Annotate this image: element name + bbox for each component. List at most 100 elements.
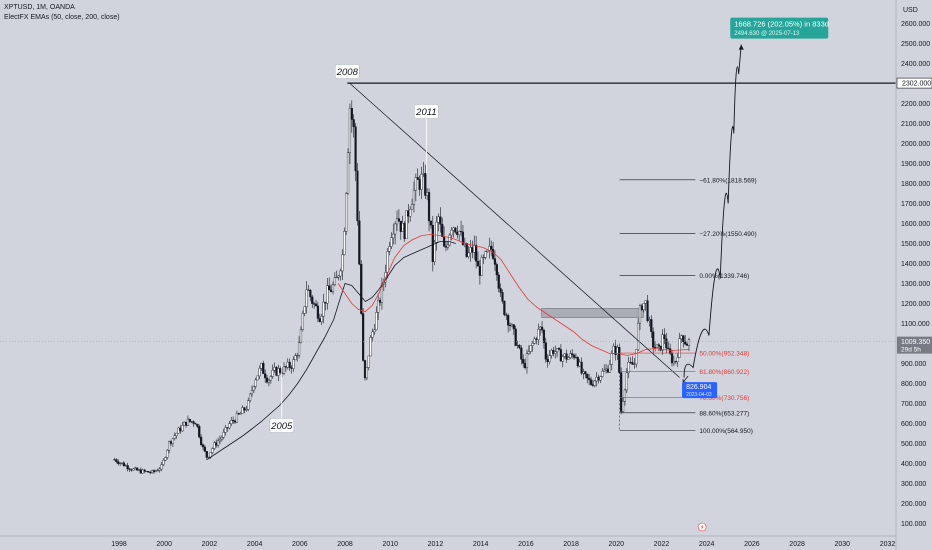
candle-body bbox=[508, 325, 512, 327]
candle-body bbox=[345, 193, 348, 232]
callout-2011-box bbox=[414, 104, 439, 119]
candle-body bbox=[184, 421, 188, 426]
callout-2011-text: 2011 bbox=[415, 107, 436, 118]
candle-body bbox=[427, 192, 431, 222]
callout-2005-box bbox=[269, 418, 294, 433]
candle-body bbox=[610, 353, 613, 365]
candle-body bbox=[380, 283, 384, 303]
indicator-legend[interactable]: ElectFX EMAs (50, close, 200, close) bbox=[4, 14, 120, 21]
candle-body bbox=[277, 368, 280, 376]
candle-body bbox=[646, 300, 649, 322]
candle-body bbox=[604, 368, 608, 371]
candle-body bbox=[245, 409, 248, 411]
candle-body bbox=[627, 362, 630, 374]
candle-body bbox=[542, 329, 546, 343]
candle-body bbox=[665, 338, 668, 349]
candle-body bbox=[301, 313, 304, 330]
candle-body bbox=[578, 361, 581, 367]
candle-body bbox=[676, 357, 679, 362]
candle-body bbox=[505, 314, 508, 316]
candle-body bbox=[222, 432, 225, 438]
candle-body bbox=[362, 313, 365, 361]
candle-body bbox=[166, 450, 169, 458]
fib-level-label: 88.60%(653.277) bbox=[699, 410, 749, 417]
x-tick-label: 2012 bbox=[428, 541, 444, 548]
candle-body bbox=[580, 361, 583, 374]
ema50-line bbox=[337, 234, 689, 356]
candle-body bbox=[183, 421, 186, 426]
candle-body bbox=[429, 220, 433, 226]
candle-body bbox=[482, 257, 485, 259]
candle-body bbox=[179, 427, 182, 432]
candle-body bbox=[635, 349, 638, 365]
candle-body bbox=[437, 216, 440, 223]
candle-body bbox=[132, 468, 135, 471]
candle-body bbox=[476, 261, 480, 267]
candle-body bbox=[518, 345, 521, 349]
candle-body bbox=[154, 470, 158, 472]
candle-body bbox=[117, 461, 120, 464]
candle-body bbox=[203, 446, 206, 452]
candle-body bbox=[303, 306, 306, 314]
candle-body bbox=[139, 469, 142, 474]
candle-body bbox=[113, 459, 116, 461]
level-badge-2302 bbox=[896, 77, 932, 89]
candle-body bbox=[375, 312, 378, 331]
y-tick-label: 2400.000 bbox=[901, 61, 930, 68]
candle-body bbox=[409, 209, 412, 217]
candle-body bbox=[326, 285, 329, 304]
candle-body bbox=[550, 350, 553, 356]
candle-body bbox=[363, 360, 367, 379]
candle-body bbox=[537, 329, 540, 340]
fib-level-label: 50.00%(952.348) bbox=[699, 351, 749, 358]
candle-body bbox=[275, 367, 278, 376]
candle-body bbox=[638, 305, 642, 324]
candle-body bbox=[177, 427, 180, 434]
candle-body bbox=[516, 345, 519, 347]
current-price-value: 1009.350 bbox=[901, 339, 930, 346]
candle-body bbox=[130, 469, 133, 471]
candle-body bbox=[473, 244, 476, 253]
candle-body bbox=[522, 359, 525, 364]
candle-body bbox=[324, 301, 327, 304]
candle-body bbox=[595, 376, 598, 382]
y-tick-label: 700.000 bbox=[901, 401, 926, 408]
candle-body bbox=[653, 347, 657, 349]
candle-body bbox=[471, 247, 474, 253]
candle-body bbox=[373, 329, 376, 333]
y-tick-label: 1200.000 bbox=[901, 301, 930, 308]
candle-body bbox=[655, 344, 659, 348]
candle-body bbox=[322, 301, 325, 317]
candle-body bbox=[188, 418, 191, 422]
candle-body bbox=[386, 251, 389, 273]
candle-body bbox=[360, 263, 363, 314]
y-tick-label: 600.000 bbox=[901, 421, 926, 428]
candle-body bbox=[544, 342, 547, 360]
x-tick-label: 2022 bbox=[654, 541, 670, 548]
candle-body bbox=[171, 438, 174, 444]
candle-body bbox=[297, 342, 301, 356]
candle-body bbox=[309, 290, 312, 298]
candle-body bbox=[467, 252, 470, 257]
candle-body bbox=[644, 300, 647, 304]
candle-body bbox=[529, 345, 532, 352]
candle-body bbox=[426, 192, 429, 196]
candle-body bbox=[510, 324, 514, 327]
x-tick-label: 2000 bbox=[156, 541, 172, 548]
candle-body bbox=[250, 390, 254, 395]
fib-level-label: 100.00%(564.950) bbox=[699, 428, 753, 435]
candle-body bbox=[608, 364, 611, 373]
candle-body bbox=[358, 220, 361, 265]
x-tick-label: 2020 bbox=[608, 541, 624, 548]
candle-body bbox=[314, 303, 318, 307]
projection-result-line2: 2494.630 @ 2025-07-13 bbox=[734, 31, 800, 37]
candle-body bbox=[405, 210, 408, 239]
candle-body bbox=[151, 470, 154, 473]
candle-body bbox=[495, 264, 498, 276]
candle-body bbox=[207, 456, 210, 458]
candle-body bbox=[571, 353, 574, 356]
candle-body bbox=[548, 355, 551, 362]
candle-body bbox=[520, 347, 523, 360]
projection-curve bbox=[683, 44, 742, 378]
